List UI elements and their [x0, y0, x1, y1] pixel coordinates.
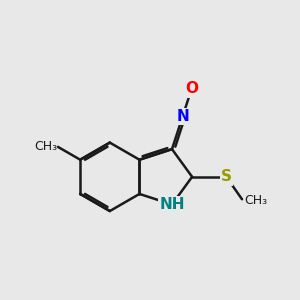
Text: O: O — [185, 82, 198, 97]
Text: CH₃: CH₃ — [34, 140, 57, 153]
Text: NH: NH — [159, 197, 185, 212]
Text: CH₃: CH₃ — [244, 194, 267, 208]
Text: S: S — [221, 169, 232, 184]
Text: N: N — [176, 109, 189, 124]
